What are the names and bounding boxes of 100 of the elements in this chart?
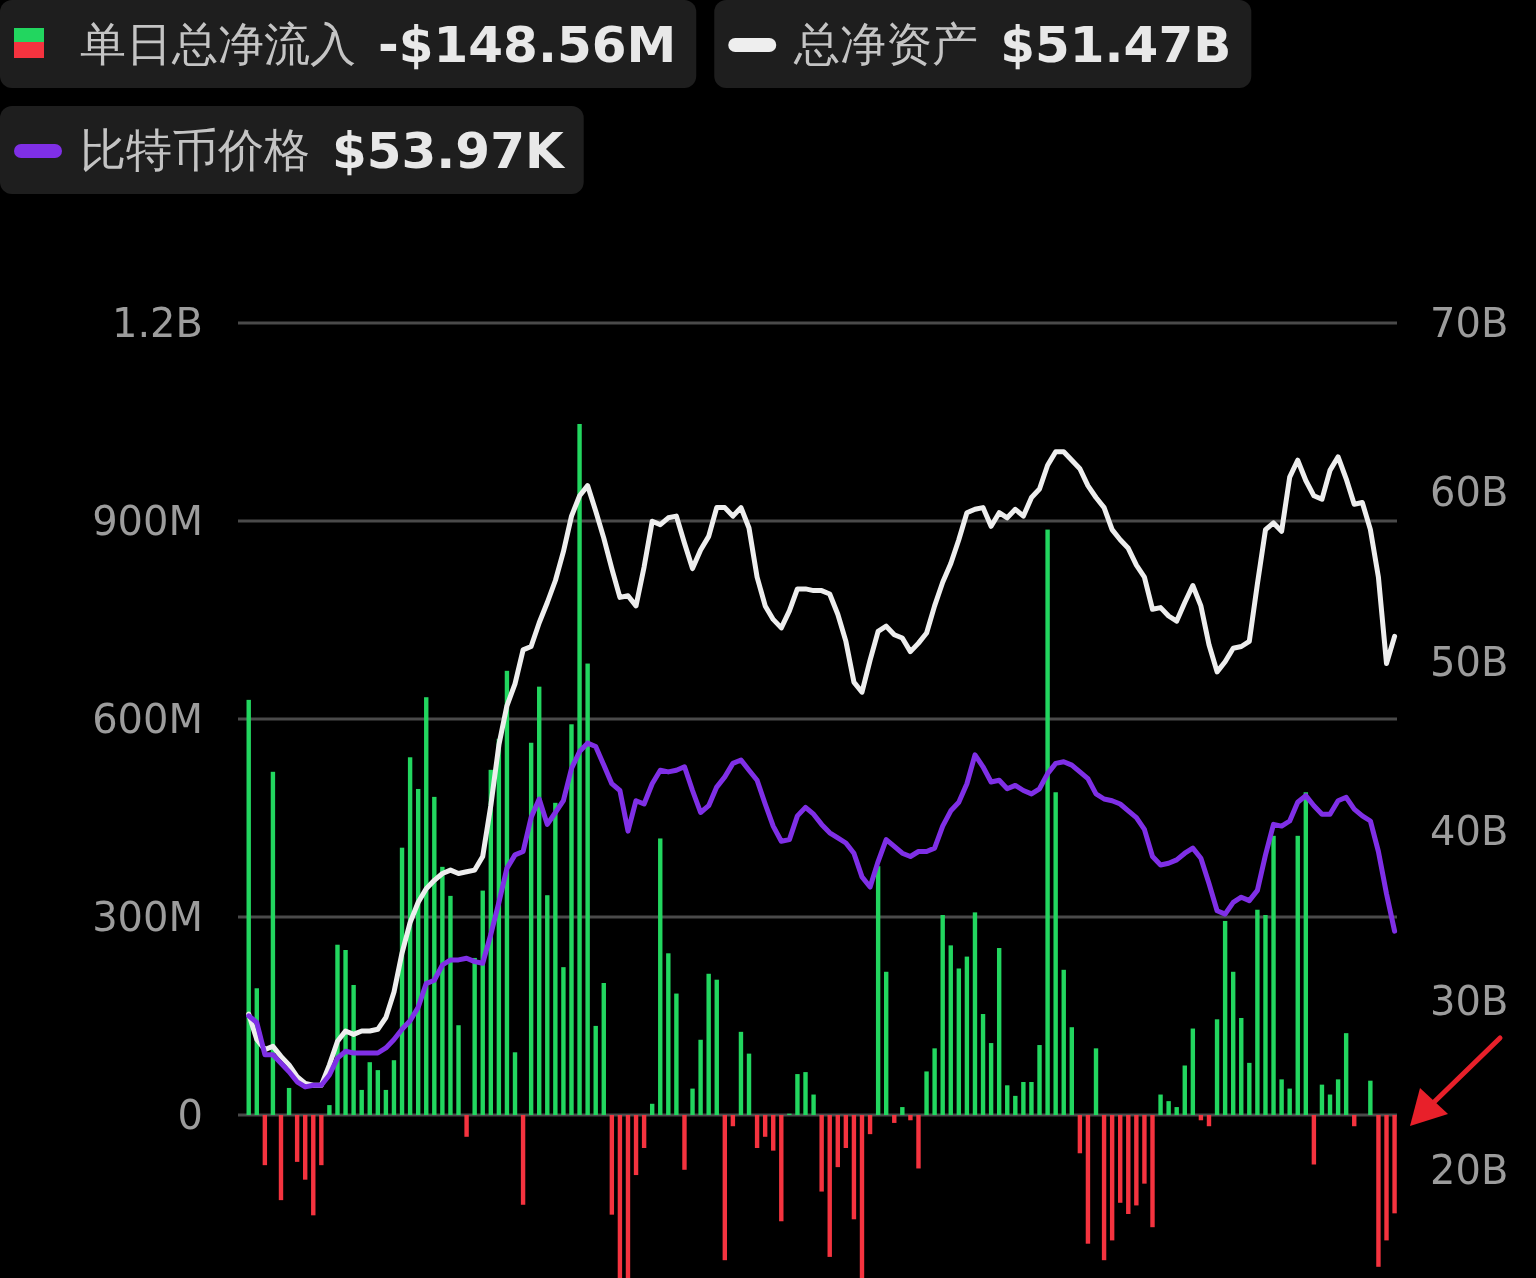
bar [1190,1028,1196,1115]
bar [1271,835,1276,1115]
y-tick-label: 600M [92,696,203,742]
bar [1069,1027,1074,1115]
bar [762,1115,768,1137]
bar [1158,1094,1163,1115]
bar [569,724,574,1115]
bar [1021,1082,1026,1115]
bar [1319,1084,1325,1115]
bar [1263,915,1268,1115]
y-tick-label: 300M [92,894,203,940]
bar [1005,1085,1010,1115]
bar [1279,1079,1284,1115]
bar [1368,1080,1373,1115]
bar [561,967,566,1115]
bar [779,1115,784,1222]
bar [464,1115,469,1137]
bar [859,1115,865,1278]
bar [367,1062,372,1115]
bar [432,796,437,1115]
bar [658,838,663,1115]
y2-tick-label: 50B [1430,638,1509,685]
bar [1214,1019,1220,1115]
bar [649,1103,655,1115]
y-tick-label: 0 [177,1092,203,1138]
bar [1230,971,1236,1115]
bar [666,953,671,1115]
bar [359,1089,364,1115]
bar [472,957,477,1115]
bar [940,915,945,1115]
bar [1045,529,1050,1115]
bar [851,1115,857,1220]
y2-tick-label: 40B [1430,808,1509,855]
bar [286,1087,292,1115]
bar [1239,1017,1244,1115]
bar [319,1115,324,1166]
bar [884,971,889,1115]
bar [1093,1048,1099,1115]
bar [351,984,356,1115]
bar [1101,1115,1107,1261]
bar [964,956,970,1115]
bar [900,1107,905,1115]
bar [1142,1115,1147,1184]
bar [690,1088,695,1115]
y2-tick-label: 30B [1430,977,1509,1024]
legend-label: 单日总净流入 [80,17,356,71]
bar [1037,1045,1042,1115]
bar [835,1115,840,1168]
bar [294,1115,300,1162]
bar [722,1115,728,1261]
bar [988,1043,994,1115]
bar [1118,1115,1123,1203]
bar [746,1053,752,1115]
bar [1013,1095,1018,1115]
bar [867,1115,873,1135]
bar [1311,1115,1317,1165]
bar [391,1060,397,1115]
legend-label: 总净资产 [793,17,979,71]
bar [343,950,348,1115]
bar [1029,1082,1034,1115]
bar [1206,1115,1212,1127]
bar [278,1115,284,1201]
bar [972,912,978,1115]
bar [1384,1115,1389,1241]
bar [520,1115,526,1205]
bar [1222,920,1228,1115]
bar [674,993,679,1115]
bar [1287,1088,1292,1115]
bar [843,1115,849,1148]
bar [1166,1101,1171,1115]
bar [827,1115,832,1257]
y-tick-label: 1.2B [111,300,203,346]
bar [1150,1115,1155,1228]
bar [512,1052,518,1115]
y2-tick-label: 60B [1430,469,1509,516]
bar [577,423,582,1115]
bar [754,1115,760,1148]
bar [1126,1115,1131,1214]
bar [1255,909,1260,1115]
legend-label: 比特币价格 [80,123,310,177]
bar [609,1115,615,1215]
bar [1335,1079,1341,1115]
bar [1085,1115,1091,1244]
bar [585,663,590,1115]
bar [1352,1115,1357,1127]
bar [545,895,550,1115]
bar [1109,1115,1115,1241]
bar [303,1115,308,1180]
bar [262,1115,268,1166]
bar [617,1115,623,1278]
bar [1295,835,1300,1115]
bar [383,1089,389,1115]
bar [1134,1115,1139,1206]
bar [1247,1062,1252,1115]
bar [633,1115,639,1176]
bar [948,945,953,1115]
bar [1182,1065,1187,1115]
bar [1053,792,1058,1115]
bar [1376,1115,1381,1267]
bar [1061,969,1066,1115]
